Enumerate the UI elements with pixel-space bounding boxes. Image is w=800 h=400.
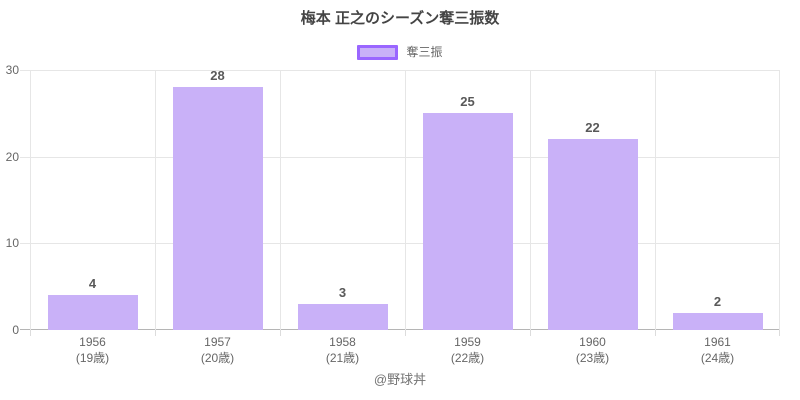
x-tick-year: 1957 (204, 335, 231, 349)
gridline-horizontal (20, 70, 780, 71)
bar-value-label: 25 (460, 94, 475, 110)
x-axis-tick (530, 330, 531, 336)
x-tick-age: (20歳) (200, 351, 235, 365)
y-tick-label: 20 (5, 149, 19, 164)
legend-swatch-icon (357, 45, 399, 60)
bar[interactable] (672, 312, 763, 330)
x-tick-label: 1958 (21歳) (280, 334, 405, 366)
legend-item[interactable]: 奪三振 (357, 45, 443, 60)
x-axis-tick (655, 330, 656, 336)
bar-value-label: 4 (88, 276, 97, 292)
gridline-vertical (155, 70, 156, 330)
x-tick-year: 1959 (454, 335, 481, 349)
y-tick-label: 10 (5, 236, 19, 251)
bar[interactable] (47, 295, 138, 330)
x-tick-year: 1960 (579, 335, 606, 349)
axis-baseline (20, 329, 780, 330)
attribution: @野球丼 (373, 372, 427, 387)
bar-value-label: 3 (338, 285, 347, 300)
chart-title: 梅本 正之のシーズン奪三振数 (300, 10, 500, 27)
gridline-vertical (405, 70, 406, 330)
bar[interactable] (547, 139, 638, 330)
bar-value-label: 2 (713, 293, 722, 309)
bar[interactable] (297, 304, 388, 330)
gridline-vertical (280, 70, 281, 330)
bar[interactable] (422, 113, 513, 330)
x-tick-label: 1960 (23歳) (530, 334, 655, 366)
x-axis-tick (779, 330, 780, 336)
plot-area: 4 28 3 25 22 2 (20, 68, 780, 336)
x-axis-tick (280, 330, 281, 336)
gridline-horizontal (20, 157, 780, 158)
y-tick-label: 30 (5, 63, 19, 77)
x-tick-age: (21歳) (325, 351, 360, 365)
legend-label: 奪三振 (406, 45, 443, 59)
x-tick-year: 1961 (704, 335, 731, 349)
x-axis: 1956 (19歳) 1957 (20歳) 1958 (21歳) 1959 (22歳) 1960… (30, 334, 780, 366)
y-axis: 0 10 20 30 (0, 63, 20, 337)
x-tick-label: 1956 (19歳) (30, 334, 155, 366)
x-axis-tick (30, 330, 31, 336)
bar[interactable] (172, 87, 263, 330)
x-tick-year: 1958 (329, 335, 356, 349)
legend: 奪三振 (0, 45, 800, 60)
gridline-vertical (779, 70, 780, 330)
bar-value-label: 22 (585, 120, 600, 136)
x-axis-tick (405, 330, 406, 336)
x-tick-label: 1957 (20歳) (155, 334, 280, 366)
x-tick-label: 1961 (24歳) (655, 334, 780, 366)
x-axis-tick (155, 330, 156, 336)
y-tick-label: 0 (12, 323, 19, 337)
x-tick-year: 1956 (79, 335, 106, 349)
x-tick-age: (19歳) (75, 351, 110, 365)
x-tick-age: (22歳) (450, 351, 485, 365)
gridline-horizontal (20, 243, 780, 244)
x-tick-age: (24歳) (700, 351, 735, 365)
gridline-vertical (530, 70, 531, 330)
gridline-vertical (30, 70, 31, 330)
bar-value-label: 28 (210, 68, 225, 84)
x-tick-age: (23歳) (575, 351, 610, 365)
gridline-vertical (655, 70, 656, 330)
x-tick-label: 1959 (22歳) (405, 334, 530, 366)
